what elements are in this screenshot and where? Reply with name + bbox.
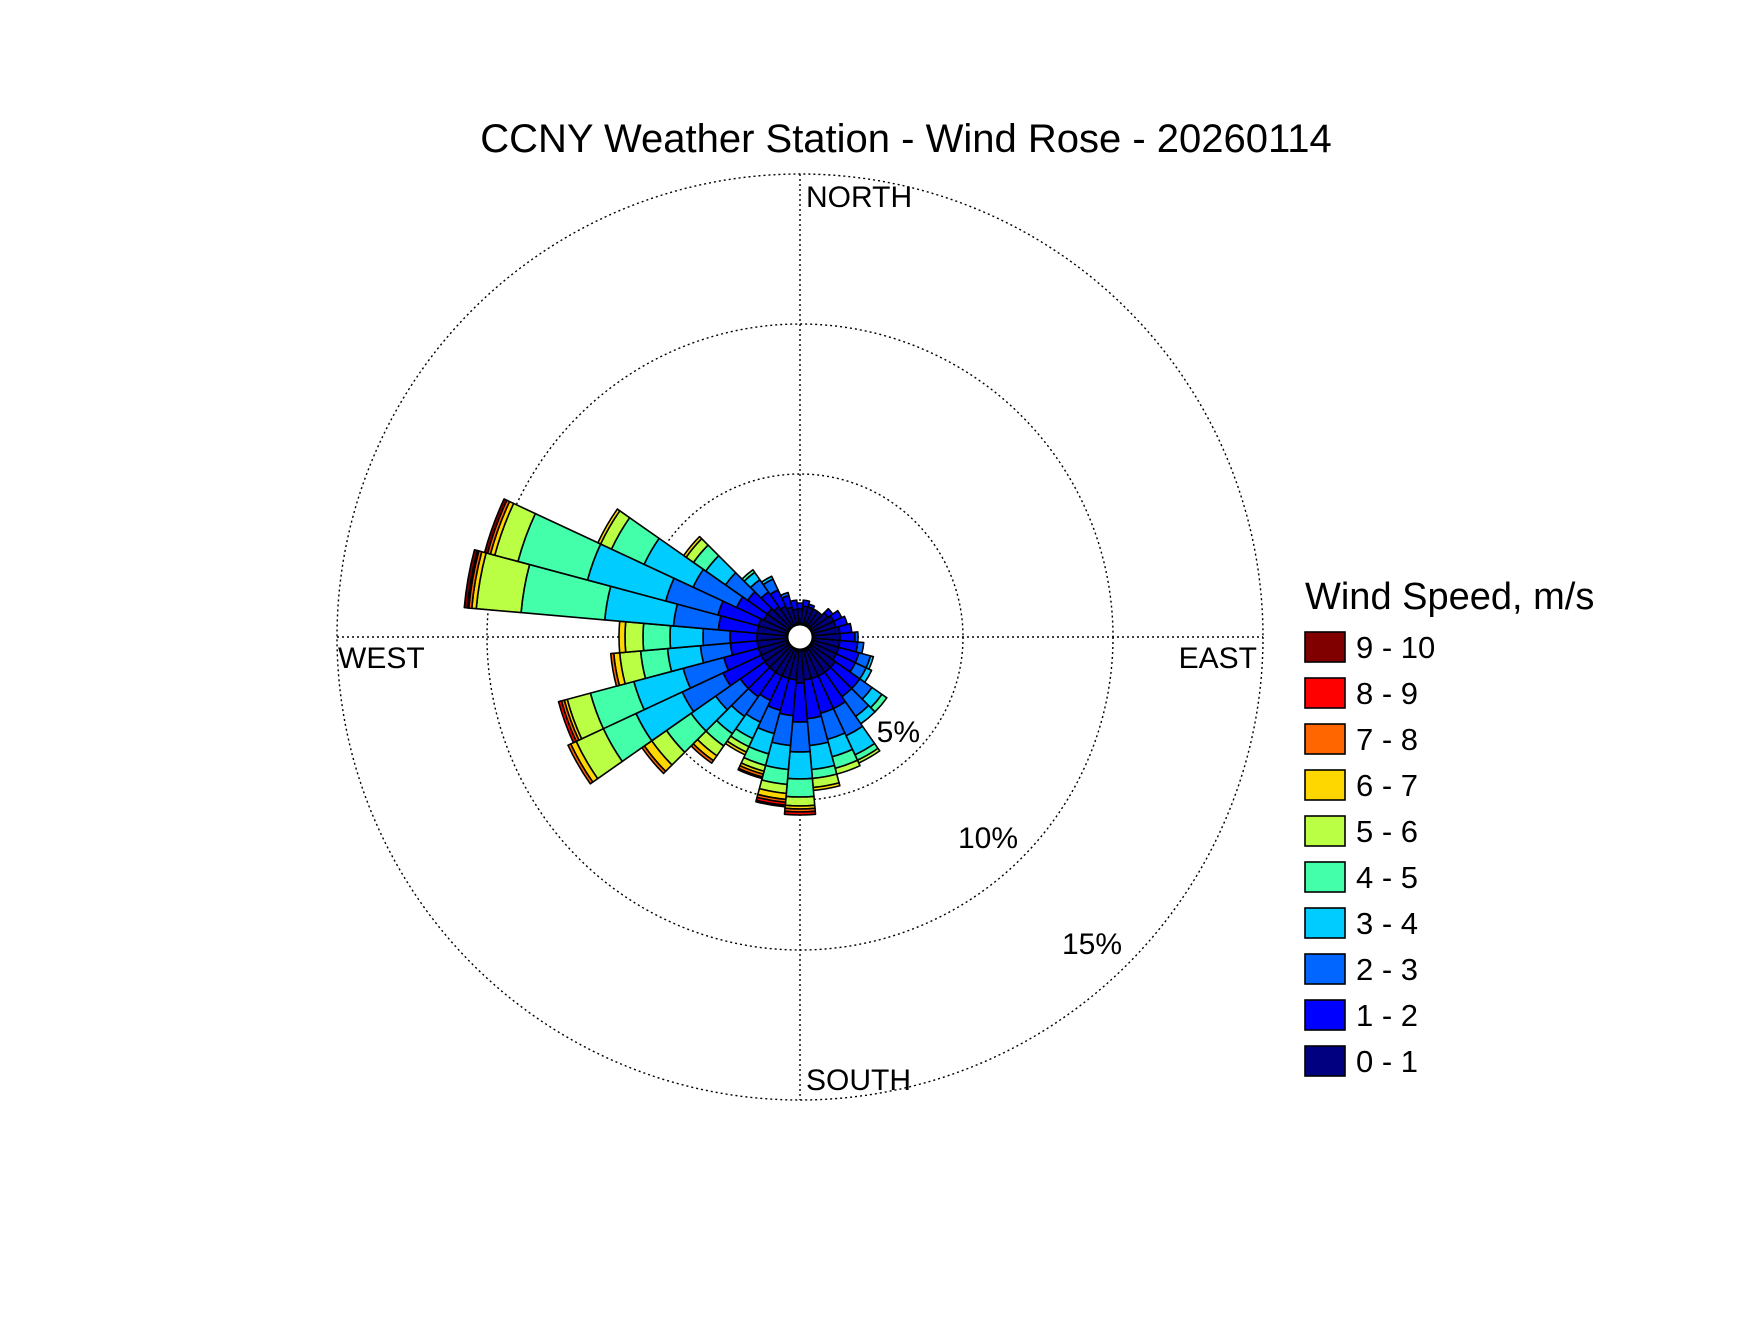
direction-label-west: WEST [338, 642, 425, 675]
wind-sector-segment [642, 622, 672, 652]
wind-sector-segment [807, 603, 816, 610]
wind-sector-segment [567, 743, 594, 785]
chart-title: CCNY Weather Station - Wind Rose - 20260… [480, 117, 1332, 161]
wind-sector-segment [789, 599, 799, 611]
wind-sector-segment [597, 508, 621, 545]
legend-swatch [1304, 999, 1346, 1031]
wind-sector-segment [784, 795, 816, 807]
wind-sector-segment [463, 548, 479, 609]
legend-swatch [1304, 769, 1346, 801]
wind-sector-segment [783, 810, 817, 816]
wind-sector-segment [682, 535, 703, 559]
radial-tick-labels: 5% 10% 15% [877, 716, 1122, 961]
wind-sector-segment [737, 767, 764, 780]
wind-sector-segment [760, 575, 774, 586]
legend-label: 3 - 4 [1356, 906, 1418, 941]
legend-label: 0 - 1 [1356, 1044, 1418, 1079]
wind-sectors [463, 498, 888, 816]
legend-swatch [1304, 861, 1346, 893]
radial-tick-label: 5% [877, 716, 920, 749]
legend-swatch [1304, 815, 1346, 847]
legend-label: 8 - 9 [1356, 676, 1418, 711]
wind-sector-segment [741, 569, 756, 582]
legend-swatch [1304, 723, 1346, 755]
legend-label: 7 - 8 [1356, 722, 1418, 757]
legend-swatch [1304, 677, 1346, 709]
wind-sector-segment [785, 777, 815, 798]
legend-title: Wind Speed, m/s [1305, 576, 1594, 618]
wind-sector-segment [609, 652, 621, 687]
legend-label: 4 - 5 [1356, 860, 1418, 895]
legend-swatch [1304, 907, 1346, 939]
wind-sector-segment [483, 498, 508, 555]
legend-label: 5 - 6 [1356, 814, 1418, 849]
wind-sector-segment [557, 700, 577, 744]
direction-label-north: NORTH [806, 181, 912, 214]
legend-swatch [1304, 1045, 1346, 1077]
wind-sector-segment [755, 799, 787, 808]
wind-sector-segment [853, 631, 859, 643]
legend-label: 6 - 7 [1356, 768, 1418, 803]
wind-sector-segment [779, 591, 790, 599]
wind-sector-segment [786, 750, 814, 780]
legend-label: 2 - 3 [1356, 952, 1418, 987]
legend-label: 1 - 2 [1356, 998, 1418, 1033]
direction-label-south: SOUTH [806, 1064, 911, 1097]
wind-sector-segment [669, 624, 705, 650]
legend: Wind Speed, m/s 9 - 10 8 - 9 7 - 8 6 - 7 5 -… [1304, 576, 1594, 1079]
legend-label: 9 - 10 [1356, 630, 1435, 665]
legend-swatch [1304, 631, 1346, 663]
legend-swatch [1304, 953, 1346, 985]
radial-tick-label: 10% [958, 822, 1018, 855]
radial-tick-label: 15% [1062, 928, 1122, 961]
wind-sector-segment [624, 620, 645, 654]
wind-sector-segment [618, 620, 627, 654]
direction-label-east: EAST [1179, 642, 1257, 675]
center-hole [785, 622, 815, 652]
